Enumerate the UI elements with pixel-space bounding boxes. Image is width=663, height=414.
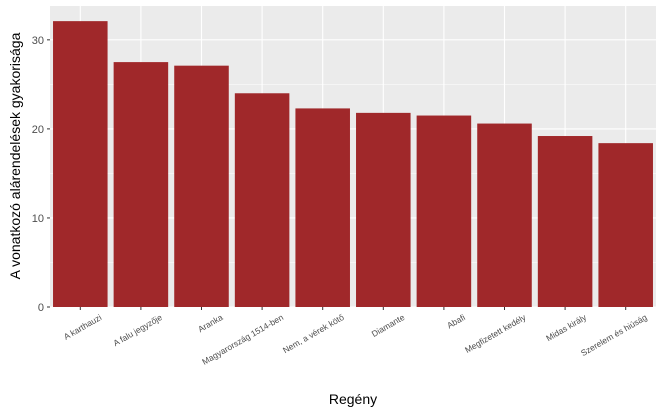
x-tick-label: Megfizetett kedély: [463, 312, 528, 355]
x-tick-label: A falu jegyzője: [111, 312, 164, 348]
y-axis: 0 10 20 30: [32, 35, 50, 314]
bar: [477, 123, 532, 307]
x-tick-label: Diamante: [370, 312, 407, 339]
y-tick-label: 0: [38, 302, 44, 314]
bar: [174, 65, 229, 307]
bar: [113, 62, 169, 308]
x-tick-label: A karthauzi: [62, 312, 104, 342]
x-axis-title: Regény: [329, 391, 377, 407]
x-tick-label: Midas király: [544, 312, 589, 343]
bar: [416, 115, 472, 308]
bar: [53, 21, 108, 308]
bar: [295, 108, 350, 307]
x-tick-label: Aranka: [196, 312, 225, 334]
bars: [53, 21, 653, 308]
x-tick-label: Nem, a vérek kötő: [281, 312, 346, 355]
bar: [234, 93, 290, 307]
bar: [356, 112, 411, 307]
y-tick-label: 30: [32, 35, 44, 47]
bar: [537, 136, 593, 307]
x-axis: A karthauzi A falu jegyzője ArankaMagyaror…: [62, 307, 649, 367]
x-tick-label: Szerelem és hiúság: [579, 312, 649, 358]
bar: [598, 143, 653, 307]
y-tick-label: 20: [32, 124, 44, 136]
y-axis-title: A vonatkozó alárendelések gyakorisága: [7, 32, 23, 279]
y-tick-label: 10: [32, 213, 44, 225]
x-tick-label: Abafi: [445, 312, 467, 330]
